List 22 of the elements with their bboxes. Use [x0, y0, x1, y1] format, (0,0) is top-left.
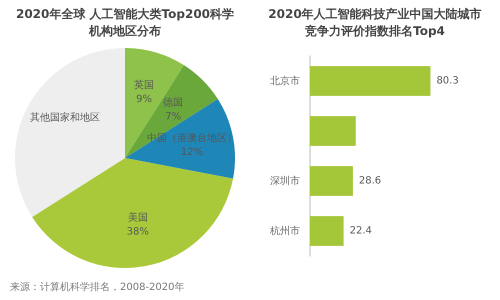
bar — [310, 66, 430, 96]
data-label: 12% — [180, 146, 204, 158]
source-note: 来源：计算机科学排名，2008-2020年 — [10, 280, 185, 294]
y-tick-label: 深圳市 — [270, 174, 300, 187]
slice-label: 中国（港澳台地区） — [146, 132, 237, 144]
data-label: 28.6 — [358, 176, 382, 187]
bar — [310, 216, 344, 246]
slice-label: 英国 — [134, 79, 154, 92]
chart-title: 2020年人工智能科技产业中国大陆城市竞争力评价指数排名Top4 — [267, 6, 483, 40]
y-tick-label: 杭州市 — [269, 224, 300, 237]
slice-label: 美国 — [128, 212, 148, 224]
chart-title: 2020年全球 人工智能大类Top200科学机构地区分布 — [15, 6, 235, 40]
slice-label: 其他国家和地区 — [30, 112, 100, 124]
bar — [310, 166, 353, 196]
data-label: 22.4 — [350, 226, 372, 237]
data-label: 38% — [126, 226, 149, 238]
slice-label: 德国 — [163, 97, 184, 108]
data-label: 7% — [165, 111, 182, 122]
y-tick-label: 北京市 — [270, 74, 300, 87]
data-label: 9% — [136, 94, 152, 106]
bar — [310, 116, 356, 146]
data-label: 80.3 — [436, 76, 459, 87]
